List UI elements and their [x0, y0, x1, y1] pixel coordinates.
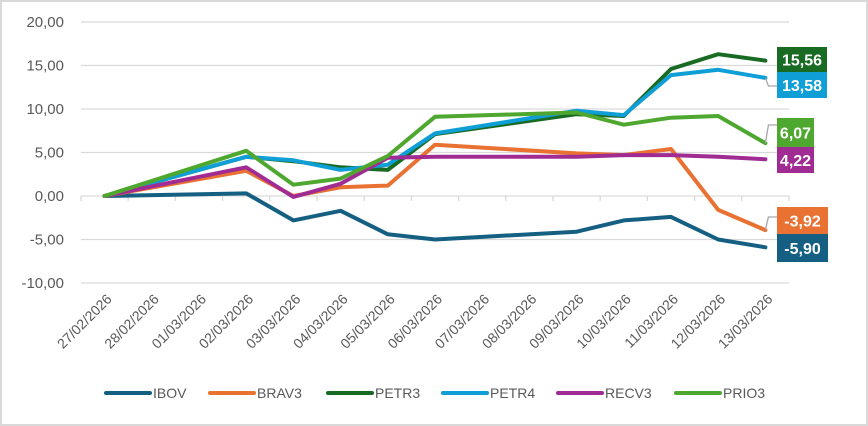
x-axis-tick-labels: 27/02/202628/02/202601/03/202602/03/2026…: [54, 291, 776, 352]
legend-item-prio3: PRIO3: [674, 385, 765, 401]
y-axis-tick-labels: 20,00 15,00 10,00 5,00 0,00 -5,00 -10,00: [21, 14, 64, 292]
data-labels: -5,90 -3,92 15,56 13,58 4,22 6,07: [764, 47, 828, 262]
series-line-petr4: [102, 67, 768, 198]
data-label-brav3: -3,92: [784, 214, 821, 231]
y-tick-label: 0,00: [35, 188, 64, 205]
legend-label: RECV3: [605, 385, 652, 401]
y-tick-label: 10,00: [26, 101, 64, 118]
y-tick-label: -5,00: [30, 232, 64, 249]
series-line-recv3: [102, 153, 768, 199]
data-label-prio3: 6,07: [780, 126, 811, 143]
y-tick-label: 5,00: [35, 145, 64, 162]
legend: IBOV BRAV3 PETR3 PETR4 RECV3 PRIO3: [104, 385, 765, 401]
data-label-recv3: 4,22: [780, 153, 811, 170]
gridlines: [81, 21, 789, 284]
series-line-prio3: [102, 110, 768, 198]
y-tick-label: 15,00: [26, 58, 64, 75]
data-label-box-brav3: [777, 207, 828, 234]
legend-item-ibov: IBOV: [104, 385, 187, 401]
legend-item-recv3: RECV3: [556, 385, 652, 401]
data-label-box-prio3: [777, 118, 814, 147]
data-label-box-recv3: [777, 147, 814, 173]
legend-item-brav3: BRAV3: [208, 385, 302, 401]
legend-label: IBOV: [153, 385, 187, 401]
series-lines: [102, 52, 768, 250]
legend-label: BRAV3: [257, 385, 302, 401]
leader-line: [764, 216, 777, 231]
legend-label: PRIO3: [723, 385, 765, 401]
x-axis: [80, 195, 790, 201]
data-label-box-ibov: [777, 234, 828, 262]
y-tick-label: -10,00: [21, 275, 64, 292]
legend-item-petr3: PETR3: [326, 385, 420, 401]
leader-line: [764, 124, 777, 144]
leader-line: [764, 77, 777, 87]
series-line-ibov: [102, 191, 768, 250]
y-tick-label: 20,00: [26, 14, 64, 31]
data-label-ibov: -5,90: [784, 241, 821, 258]
data-label-box-petr3: [777, 47, 827, 72]
data-label-petr4: 13,58: [782, 78, 822, 95]
legend-label: PETR4: [490, 385, 535, 401]
legend-label: PETR3: [375, 385, 420, 401]
data-label-petr3: 15,56: [782, 53, 822, 70]
legend-item-petr4: PETR4: [441, 385, 535, 401]
data-label-box-petr4: [777, 72, 827, 98]
